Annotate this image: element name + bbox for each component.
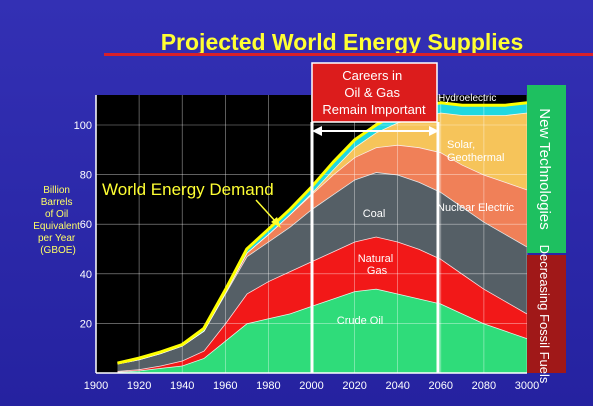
area-crude-oil bbox=[117, 288, 527, 373]
new-technologies-box bbox=[527, 85, 566, 253]
label-crude-oil: Crude Oil bbox=[337, 315, 383, 327]
y-axis-label: Billion Barrels of Oil Equivalent per Ye… bbox=[33, 185, 82, 256]
area-nuclear-electric bbox=[117, 144, 527, 364]
demand-line bbox=[117, 101, 528, 365]
label-solar: Solar, Geothermal bbox=[447, 139, 504, 164]
demand-pointer-head bbox=[271, 217, 281, 228]
careers-arrowhead-right bbox=[429, 126, 439, 136]
x-tick-label: 2060 bbox=[429, 380, 453, 392]
careers-arrowhead-left bbox=[312, 126, 322, 136]
area-natural-gas bbox=[117, 236, 527, 372]
x-tick-label: 1980 bbox=[256, 380, 280, 392]
y-tick-label: 40 bbox=[80, 269, 92, 281]
x-tick-label: 2080 bbox=[472, 380, 496, 392]
area-solar-geothermal bbox=[117, 112, 527, 364]
title-underline bbox=[104, 53, 593, 56]
label-natural-gas: Natural Gas bbox=[358, 253, 397, 277]
area-coal bbox=[117, 172, 527, 371]
label-coal: Coal bbox=[363, 208, 386, 220]
new-technologies-label: New Technologies bbox=[536, 108, 553, 229]
x-tick-label: 3000 bbox=[515, 380, 539, 392]
y-tick-label: 100 bbox=[74, 120, 92, 132]
x-tick-label: 2020 bbox=[342, 380, 366, 392]
axis-ticks: 1900 1920 1940 1960 1980 2000 2020 2040 2060 2080… bbox=[74, 120, 540, 392]
demand-layer bbox=[117, 101, 528, 365]
x-tick-label: 1940 bbox=[170, 380, 194, 392]
y-tick-label: 80 bbox=[80, 170, 92, 182]
careers-label: Careers in Oil & Gas Remain Important bbox=[322, 68, 426, 117]
label-world-energy-demand: World Energy Demand bbox=[102, 180, 274, 199]
careers-box bbox=[311, 62, 438, 123]
area-layers bbox=[117, 101, 528, 373]
label-nuclear: Nuclear Electric bbox=[437, 202, 515, 214]
fossil-fuels-label: Decreasing Fossil Fuels bbox=[537, 245, 552, 384]
label-hydroelectric: Hydroelectric bbox=[438, 93, 496, 104]
x-tick-label: 2040 bbox=[385, 380, 409, 392]
y-tick-label: 20 bbox=[80, 318, 92, 330]
y-tick-label: 60 bbox=[80, 219, 92, 231]
x-tick-label: 2000 bbox=[299, 380, 323, 392]
x-tick-label: 1900 bbox=[84, 380, 108, 392]
x-tick-label: 1920 bbox=[127, 380, 151, 392]
demand-pointer bbox=[255, 199, 277, 223]
boundary-natural-gas bbox=[117, 235, 528, 372]
x-tick-label: 1960 bbox=[213, 380, 237, 392]
fossil-fuels-box bbox=[527, 255, 566, 373]
chart-title: Projected World Energy Supplies bbox=[161, 29, 524, 55]
